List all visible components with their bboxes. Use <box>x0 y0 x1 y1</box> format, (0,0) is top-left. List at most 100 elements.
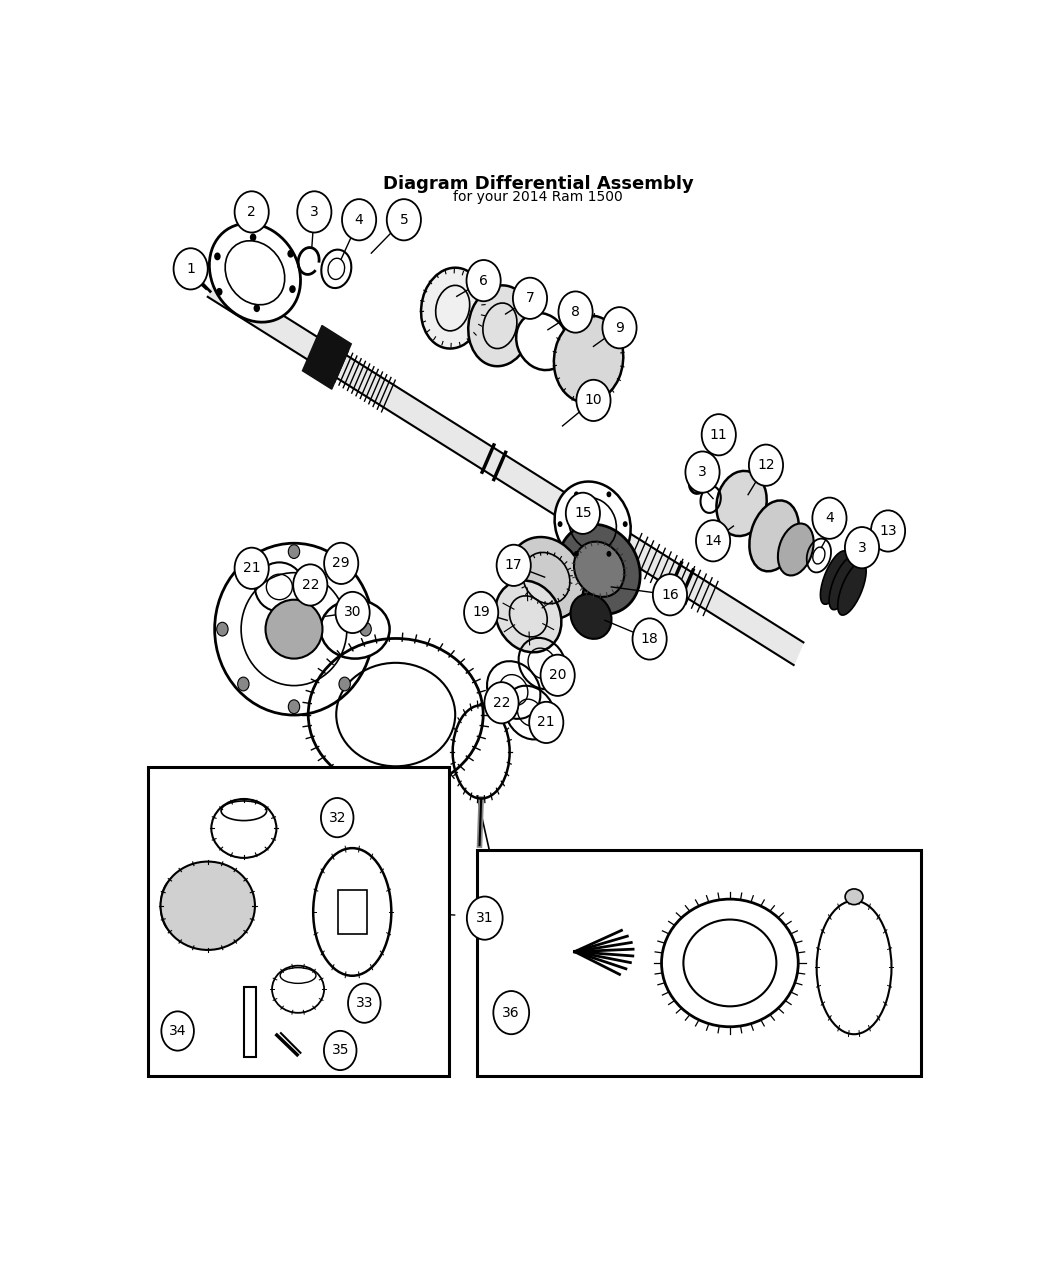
Circle shape <box>289 544 299 558</box>
Text: 3: 3 <box>698 465 707 479</box>
Circle shape <box>216 288 223 296</box>
Text: 29: 29 <box>333 556 350 570</box>
Circle shape <box>512 278 547 319</box>
Text: 4: 4 <box>355 213 363 227</box>
Circle shape <box>237 677 249 691</box>
Ellipse shape <box>716 470 766 536</box>
Text: 31: 31 <box>476 912 494 926</box>
Circle shape <box>173 249 208 289</box>
Circle shape <box>603 307 636 348</box>
Text: 17: 17 <box>505 558 523 572</box>
Ellipse shape <box>838 562 866 615</box>
Circle shape <box>162 1011 194 1051</box>
Circle shape <box>574 551 579 557</box>
Bar <box>147 766 448 1076</box>
Circle shape <box>870 510 905 552</box>
Text: 21: 21 <box>243 561 260 575</box>
Circle shape <box>321 798 354 838</box>
Ellipse shape <box>209 223 300 323</box>
Ellipse shape <box>574 542 625 597</box>
Circle shape <box>696 520 730 561</box>
Text: 1: 1 <box>186 261 195 275</box>
Text: 3: 3 <box>858 541 866 555</box>
Text: 3: 3 <box>310 205 319 219</box>
Circle shape <box>653 574 687 616</box>
Circle shape <box>234 548 269 589</box>
Ellipse shape <box>266 599 322 659</box>
Bar <box>477 850 921 1076</box>
Circle shape <box>293 565 328 606</box>
Circle shape <box>234 191 269 232</box>
Circle shape <box>749 445 783 486</box>
Ellipse shape <box>421 268 484 348</box>
Text: 12: 12 <box>757 458 775 472</box>
Text: 8: 8 <box>571 305 580 319</box>
Polygon shape <box>302 325 352 389</box>
Text: 10: 10 <box>585 394 603 408</box>
Circle shape <box>289 286 296 293</box>
Text: 7: 7 <box>526 291 534 305</box>
Circle shape <box>466 260 501 301</box>
Circle shape <box>607 551 611 557</box>
Text: 13: 13 <box>879 524 897 538</box>
Ellipse shape <box>517 312 568 370</box>
Circle shape <box>813 497 846 539</box>
Ellipse shape <box>214 543 374 715</box>
Text: 30: 30 <box>343 606 361 620</box>
Circle shape <box>686 451 719 492</box>
Text: 11: 11 <box>710 427 728 441</box>
Text: 9: 9 <box>615 321 624 335</box>
Circle shape <box>289 700 299 714</box>
Circle shape <box>845 527 879 569</box>
Text: 34: 34 <box>169 1024 187 1038</box>
Ellipse shape <box>845 889 863 905</box>
Text: 35: 35 <box>332 1043 349 1057</box>
Text: 33: 33 <box>356 996 373 1010</box>
Ellipse shape <box>553 316 624 403</box>
Ellipse shape <box>508 537 584 620</box>
Text: Diagram Differential Assembly: Diagram Differential Assembly <box>383 175 693 193</box>
Text: 16: 16 <box>662 588 679 602</box>
Circle shape <box>467 896 503 940</box>
Circle shape <box>250 233 256 241</box>
Text: 21: 21 <box>538 715 555 729</box>
Text: 22: 22 <box>301 578 319 592</box>
Ellipse shape <box>830 556 858 609</box>
Circle shape <box>484 682 519 723</box>
Bar <box>245 987 255 1057</box>
Circle shape <box>386 199 421 241</box>
Ellipse shape <box>570 594 611 639</box>
Circle shape <box>541 654 574 696</box>
Text: 2: 2 <box>248 205 256 219</box>
Circle shape <box>216 622 228 636</box>
Text: 22: 22 <box>492 696 510 710</box>
Text: 6: 6 <box>479 274 488 288</box>
Text: 5: 5 <box>399 213 408 227</box>
Ellipse shape <box>468 286 531 366</box>
Ellipse shape <box>778 524 814 575</box>
Ellipse shape <box>559 524 640 615</box>
Polygon shape <box>208 274 803 666</box>
Circle shape <box>632 618 667 659</box>
Text: 18: 18 <box>640 632 658 646</box>
Text: 4: 4 <box>825 511 834 525</box>
Circle shape <box>623 521 628 527</box>
Circle shape <box>497 544 531 586</box>
Circle shape <box>464 592 499 634</box>
Circle shape <box>701 414 736 455</box>
Text: 15: 15 <box>574 506 592 520</box>
Text: 36: 36 <box>503 1006 520 1020</box>
Circle shape <box>253 305 260 312</box>
Ellipse shape <box>496 580 562 653</box>
Circle shape <box>336 592 370 634</box>
Circle shape <box>360 622 372 636</box>
Ellipse shape <box>320 599 390 659</box>
Circle shape <box>339 677 351 691</box>
Text: 20: 20 <box>549 668 566 682</box>
Text: 19: 19 <box>472 606 490 620</box>
Circle shape <box>574 491 579 497</box>
Circle shape <box>566 492 600 534</box>
Circle shape <box>237 567 249 581</box>
Circle shape <box>348 983 380 1023</box>
Circle shape <box>214 252 220 260</box>
